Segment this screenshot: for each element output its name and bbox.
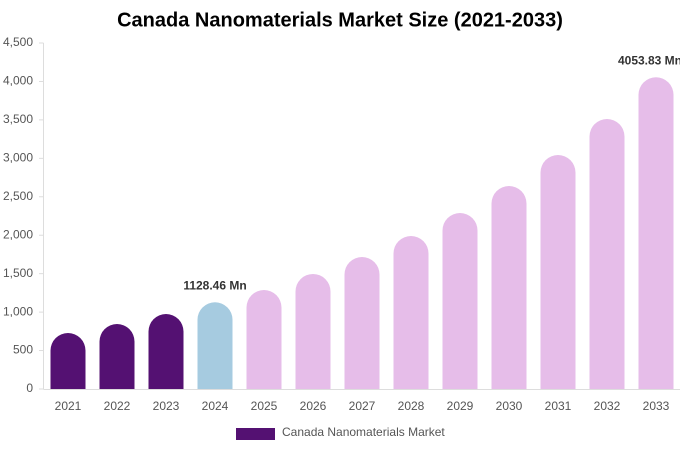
data-label: 1128.46 Mn xyxy=(183,278,246,292)
x-tick-label: 2033 xyxy=(643,399,670,413)
bar xyxy=(99,324,135,389)
x-tick-label: 2022 xyxy=(104,399,131,413)
data-label: 4053.83 Mn xyxy=(618,53,680,67)
x-tick-label: 2023 xyxy=(153,399,180,413)
legend-swatch xyxy=(236,428,275,440)
y-tick-label: 4,500 xyxy=(3,35,33,49)
bar xyxy=(638,77,674,390)
y-tick-label: 1,500 xyxy=(3,266,33,280)
bar xyxy=(442,213,478,389)
y-tick-label: 3,000 xyxy=(3,151,33,165)
bar xyxy=(393,235,429,389)
x-tick-label: 2026 xyxy=(300,399,327,413)
bar xyxy=(491,186,527,389)
bar xyxy=(50,333,86,389)
x-tick-label: 2031 xyxy=(545,399,572,413)
x-tick-label: 2021 xyxy=(55,399,82,413)
y-tick-label: 2,500 xyxy=(3,189,33,203)
x-tick-label: 2029 xyxy=(447,399,474,413)
bar xyxy=(148,314,184,389)
bar xyxy=(344,256,380,389)
bar xyxy=(540,155,576,389)
y-tick-label: 500 xyxy=(13,343,33,357)
bar xyxy=(295,273,331,389)
legend-label: Canada Nanomaterials Market xyxy=(282,425,445,439)
chart-title: Canada Nanomaterials Market Size (2021-2… xyxy=(117,9,563,31)
bar xyxy=(197,302,233,389)
x-tick-label: 2027 xyxy=(349,399,376,413)
bar xyxy=(589,119,625,390)
x-tick-label: 2024 xyxy=(202,399,229,413)
y-tick-label: 4,000 xyxy=(3,74,33,88)
x-tick-label: 2030 xyxy=(496,399,523,413)
y-tick-label: 3,500 xyxy=(3,112,33,126)
y-tick-label: 0 xyxy=(26,381,33,395)
y-tick-label: 1,000 xyxy=(3,304,33,318)
x-tick-label: 2028 xyxy=(398,399,425,413)
x-tick-label: 2032 xyxy=(594,399,621,413)
bar xyxy=(246,290,282,389)
y-tick-label: 2,000 xyxy=(3,227,33,241)
x-tick-label: 2025 xyxy=(251,399,278,413)
